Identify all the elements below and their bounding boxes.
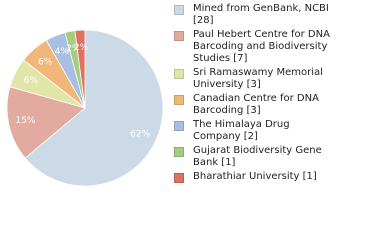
slice-label: 6% — [24, 76, 39, 86]
legend-label: Sri Ramaswamy Memorial University [3] — [193, 67, 323, 90]
legend-swatch — [174, 31, 184, 41]
slice-label: 6% — [38, 57, 53, 67]
legend-item: Canadian Centre for DNA Barcoding [3] — [174, 93, 374, 117]
slice-label: 2% — [66, 44, 81, 54]
legend: Mined from GenBank, NCBI [28] Paul Hebert… — [174, 3, 374, 185]
legend-item: Paul Hebert Centre for DNA Barcoding and… — [174, 29, 374, 65]
pie-slice — [24, 29, 164, 187]
legend-item: Bharathiar University [1] — [174, 171, 374, 183]
slice-label: 4% — [55, 47, 70, 57]
legend-item: Gujarat Biodiversity Gene Bank [1] — [174, 145, 374, 169]
legend-item: Sri Ramaswamy Memorial University [3] — [174, 67, 374, 91]
legend-swatch — [174, 69, 184, 79]
legend-label: The Himalaya Drug Company [2] — [193, 119, 290, 142]
slice-label: 15% — [15, 116, 35, 126]
legend-swatch — [174, 121, 184, 131]
legend-label: Bharathiar University [1] — [193, 171, 317, 182]
legend-swatch — [174, 173, 184, 183]
legend-item: Mined from GenBank, NCBI [28] — [174, 3, 374, 27]
legend-label: Canadian Centre for DNA Barcoding [3] — [193, 93, 319, 116]
legend-label: Paul Hebert Centre for DNA Barcoding and… — [193, 29, 330, 64]
slice-label: 62% — [130, 129, 150, 139]
slice-label: 2% — [74, 43, 89, 53]
legend-swatch — [174, 95, 184, 105]
pie-slice — [6, 86, 86, 159]
legend-item: The Himalaya Drug Company [2] — [174, 119, 374, 143]
legend-swatch — [174, 5, 184, 15]
pie-area: 62%15%6%6%4%2%2% — [6, 29, 164, 187]
pie-slice — [74, 29, 86, 109]
legend-swatch — [174, 147, 184, 157]
legend-label: Mined from GenBank, NCBI [28] — [193, 3, 329, 26]
legend-label: Gujarat Biodiversity Gene Bank [1] — [193, 145, 322, 168]
